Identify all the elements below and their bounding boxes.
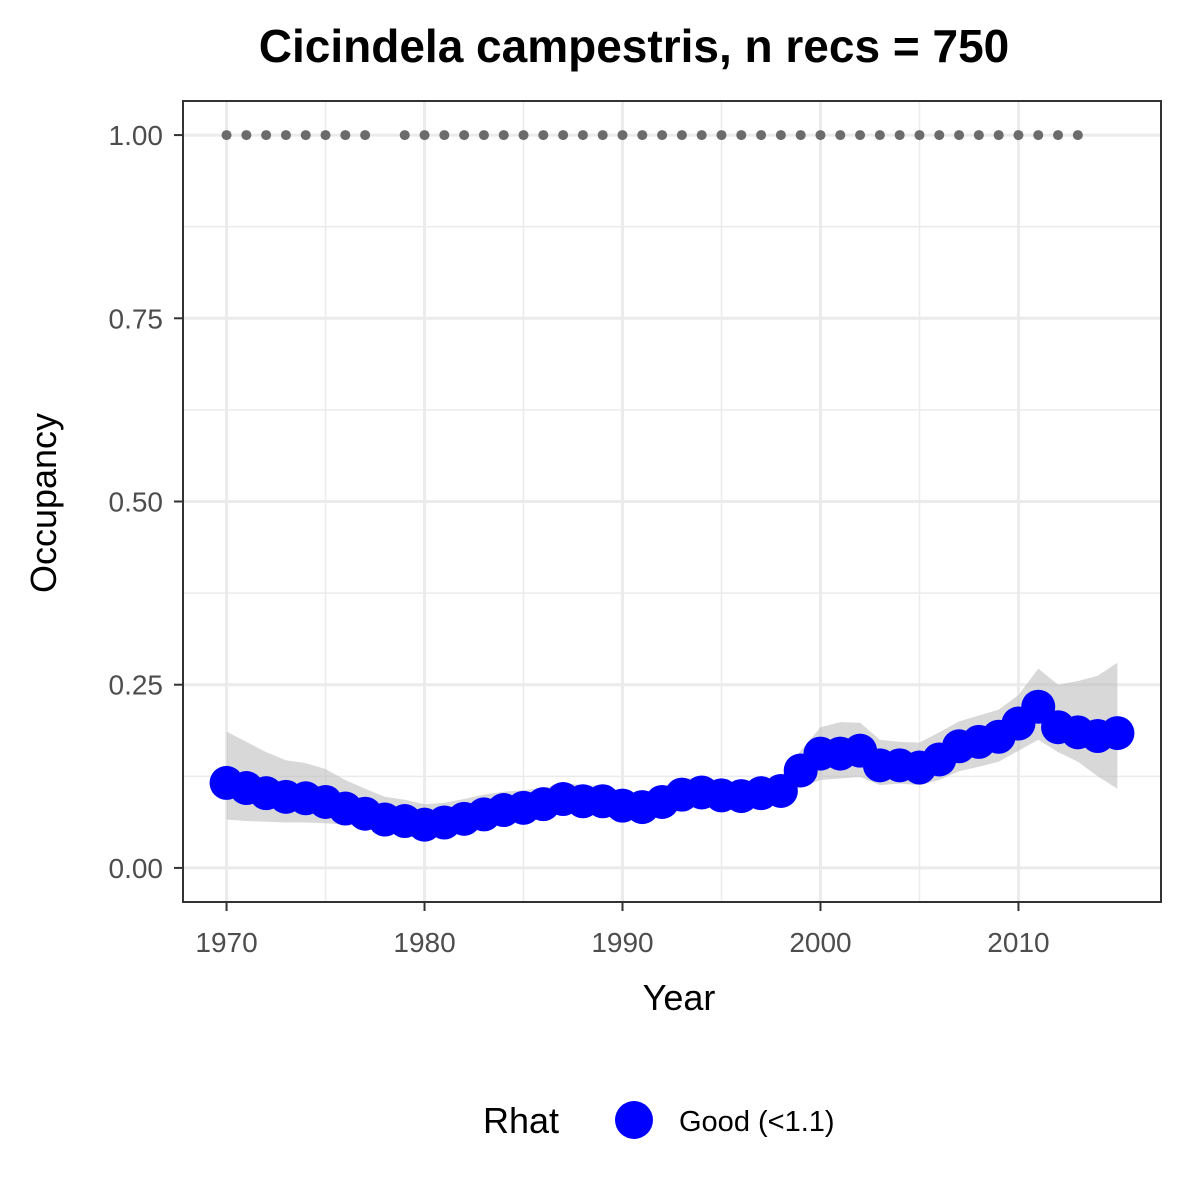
record-dot [439, 130, 450, 141]
record-dot [736, 130, 747, 141]
record-dot [1053, 130, 1064, 141]
record-dot [340, 130, 351, 141]
x-tick-label: 1990 [591, 927, 653, 958]
record-dot [676, 130, 687, 141]
record-dot [320, 130, 331, 141]
record-dot [973, 130, 984, 141]
record-dot [993, 130, 1004, 141]
x-tick-label: 1970 [195, 927, 257, 958]
record-dot [815, 130, 826, 141]
record-dot [756, 130, 767, 141]
record-dot [577, 130, 588, 141]
record-dot [221, 130, 232, 141]
record-dot [518, 130, 529, 141]
y-tick-label: 1.00 [109, 120, 164, 151]
record-dot [241, 130, 252, 141]
legend-key-good [615, 1101, 653, 1139]
occupancy-point [1100, 716, 1135, 751]
record-dot [775, 130, 786, 141]
record-dot [855, 130, 866, 141]
record-dot [1033, 130, 1044, 141]
record-dot [558, 130, 569, 141]
legend-title: Rhat [483, 1100, 559, 1141]
x-axis-title: Year [643, 977, 716, 1018]
occupancy-points-layer [209, 689, 1135, 842]
record-dot [360, 130, 371, 141]
legend-label-good: Good (<1.1) [679, 1106, 835, 1138]
record-dots-layer [221, 130, 1083, 141]
chart-title: Cicindela campestris, n recs = 750 [259, 20, 1009, 72]
y-tick-label: 0.00 [109, 853, 164, 884]
record-dot [399, 130, 410, 141]
record-dot [954, 130, 965, 141]
y-axis: 0.00 0.25 0.50 0.75 1.00 [109, 120, 183, 884]
record-dot [696, 130, 707, 141]
record-dot [637, 130, 648, 141]
record-dot [894, 130, 905, 141]
x-tick-label: 2000 [789, 927, 851, 958]
record-dot [261, 130, 272, 141]
y-tick-label: 0.25 [109, 670, 164, 701]
record-dot [459, 130, 470, 141]
record-dot [538, 130, 549, 141]
y-tick-label: 0.50 [109, 487, 164, 518]
record-dot [617, 130, 628, 141]
record-dot [280, 130, 291, 141]
record-dot [914, 130, 925, 141]
x-tick-label: 2010 [987, 927, 1049, 958]
x-tick-label: 1980 [393, 927, 455, 958]
x-axis: 1970 1980 1990 2000 2010 [195, 902, 1050, 958]
record-dot [934, 130, 945, 141]
y-tick-label: 0.75 [109, 303, 164, 334]
record-dot [795, 130, 806, 141]
record-dot [716, 130, 727, 141]
record-dot [597, 130, 608, 141]
record-dot [300, 130, 311, 141]
record-dot [874, 130, 885, 141]
legend: Rhat Good (<1.1) [483, 1100, 835, 1141]
record-dot [478, 130, 489, 141]
record-dot [1072, 130, 1083, 141]
record-dot [419, 130, 430, 141]
record-dot [498, 130, 509, 141]
record-dot [657, 130, 668, 141]
record-dot [835, 130, 846, 141]
record-dot [1013, 130, 1024, 141]
y-axis-title: Occupancy [23, 413, 64, 593]
